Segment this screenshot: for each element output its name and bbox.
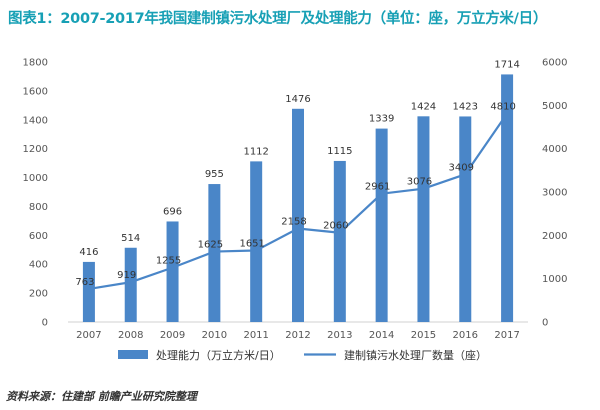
bar bbox=[124, 247, 137, 322]
line-data-label: 4810 bbox=[490, 102, 515, 113]
bar bbox=[459, 116, 472, 322]
left-tick-label: 200 bbox=[29, 289, 48, 300]
left-axis: 0 200 400 600 800 1000 1200 1400 1600 1800 bbox=[23, 58, 48, 329]
bar bbox=[250, 161, 263, 322]
left-tick-label: 1200 bbox=[23, 144, 48, 155]
x-tick-label: 2010 bbox=[202, 330, 227, 341]
line-data-label: 3076 bbox=[407, 177, 432, 188]
right-tick-label: 6000 bbox=[542, 58, 567, 69]
right-tick-label: 5000 bbox=[542, 101, 567, 112]
combo-chart: 0 200 400 600 800 1000 1200 1400 1600 1800 0 1000 2… bbox=[23, 58, 568, 363]
bar-data-label: 416 bbox=[79, 247, 98, 258]
bar bbox=[333, 160, 346, 322]
left-tick-label: 800 bbox=[29, 202, 48, 213]
x-tick-label: 2014 bbox=[369, 330, 394, 341]
bar-data-label: 1339 bbox=[369, 114, 394, 125]
right-tick-label: 3000 bbox=[542, 188, 567, 199]
left-tick-label: 0 bbox=[42, 318, 48, 329]
left-tick-label: 1800 bbox=[23, 58, 48, 69]
bar bbox=[375, 128, 388, 322]
bar-data-label: 1476 bbox=[285, 94, 310, 105]
right-tick-label: 2000 bbox=[542, 231, 567, 242]
bar-data-label: 696 bbox=[163, 206, 182, 217]
right-tick-label: 1000 bbox=[542, 274, 567, 285]
left-tick-label: 600 bbox=[29, 231, 48, 242]
bar-data-label: 955 bbox=[205, 169, 224, 180]
x-tick-label: 2016 bbox=[453, 330, 478, 341]
bar bbox=[208, 184, 221, 322]
x-tick-label: 2017 bbox=[494, 330, 519, 341]
x-tick-label: 2015 bbox=[411, 330, 436, 341]
bar bbox=[417, 116, 430, 322]
x-tick-label: 2009 bbox=[160, 330, 185, 341]
left-tick-label: 400 bbox=[29, 260, 48, 271]
left-tick-label: 1600 bbox=[23, 86, 48, 97]
bar bbox=[501, 74, 514, 322]
series-line bbox=[88, 112, 508, 291]
right-tick-label: 0 bbox=[542, 318, 548, 329]
x-tick-label: 2011 bbox=[243, 330, 268, 341]
line-data-label: 2158 bbox=[281, 216, 306, 227]
line-data-label: 2060 bbox=[323, 221, 348, 232]
line-data-label: 3409 bbox=[449, 162, 474, 173]
line-data-label: 919 bbox=[117, 270, 136, 281]
left-tick-label: 1000 bbox=[23, 173, 48, 184]
bar-data-label: 1423 bbox=[453, 101, 478, 112]
legend-bar-label: 处理能力（万立方米/日） bbox=[156, 348, 281, 362]
chart-title: 图表1：2007-2017年我国建制镇污水处理厂及处理能力（单位：座，万立方米/… bbox=[8, 11, 548, 27]
bar-data-label: 1115 bbox=[327, 146, 352, 157]
left-tick-label: 1400 bbox=[23, 115, 48, 126]
bar bbox=[82, 261, 95, 322]
bar bbox=[292, 108, 304, 322]
line-data-label: 1651 bbox=[239, 238, 264, 249]
x-tick-label: 2012 bbox=[285, 330, 310, 341]
x-axis: 2007 2008 2009 2010 2011 2012 2013 2014 2015 2016… bbox=[68, 321, 528, 341]
line-data-label: 2961 bbox=[365, 182, 390, 193]
right-axis: 0 1000 2000 3000 4000 5000 6000 bbox=[542, 58, 567, 329]
x-tick-label: 2013 bbox=[327, 330, 352, 341]
line-data-label: 1255 bbox=[156, 256, 181, 267]
bar-series: 416 514 696 955 1112 1476 1115 1339 1424 1423 1714 bbox=[79, 59, 520, 322]
right-tick-label: 4000 bbox=[542, 144, 567, 155]
x-tick-label: 2008 bbox=[118, 330, 143, 341]
x-tick-label: 2007 bbox=[76, 330, 101, 341]
bar-data-label: 514 bbox=[121, 233, 140, 244]
line-data-label: 763 bbox=[75, 277, 94, 288]
legend-line-label: 建制镇污水处理厂数量（座） bbox=[344, 348, 487, 362]
legend: 处理能力（万立方米/日） 建制镇污水处理厂数量（座） bbox=[118, 348, 487, 362]
line-data-label: 1625 bbox=[198, 240, 223, 251]
bar bbox=[166, 221, 179, 322]
line-series: 763 919 1255 1625 1651 2158 2060 2961 3076 3409 48… bbox=[75, 102, 516, 291]
legend-bar-swatch bbox=[118, 350, 148, 359]
bar-data-label: 1714 bbox=[494, 59, 519, 70]
source-note: 资料来源：住建部 前瞻产业研究院整理 bbox=[6, 390, 197, 403]
bar-data-label: 1112 bbox=[243, 146, 268, 157]
bar-data-label: 1424 bbox=[411, 101, 436, 112]
